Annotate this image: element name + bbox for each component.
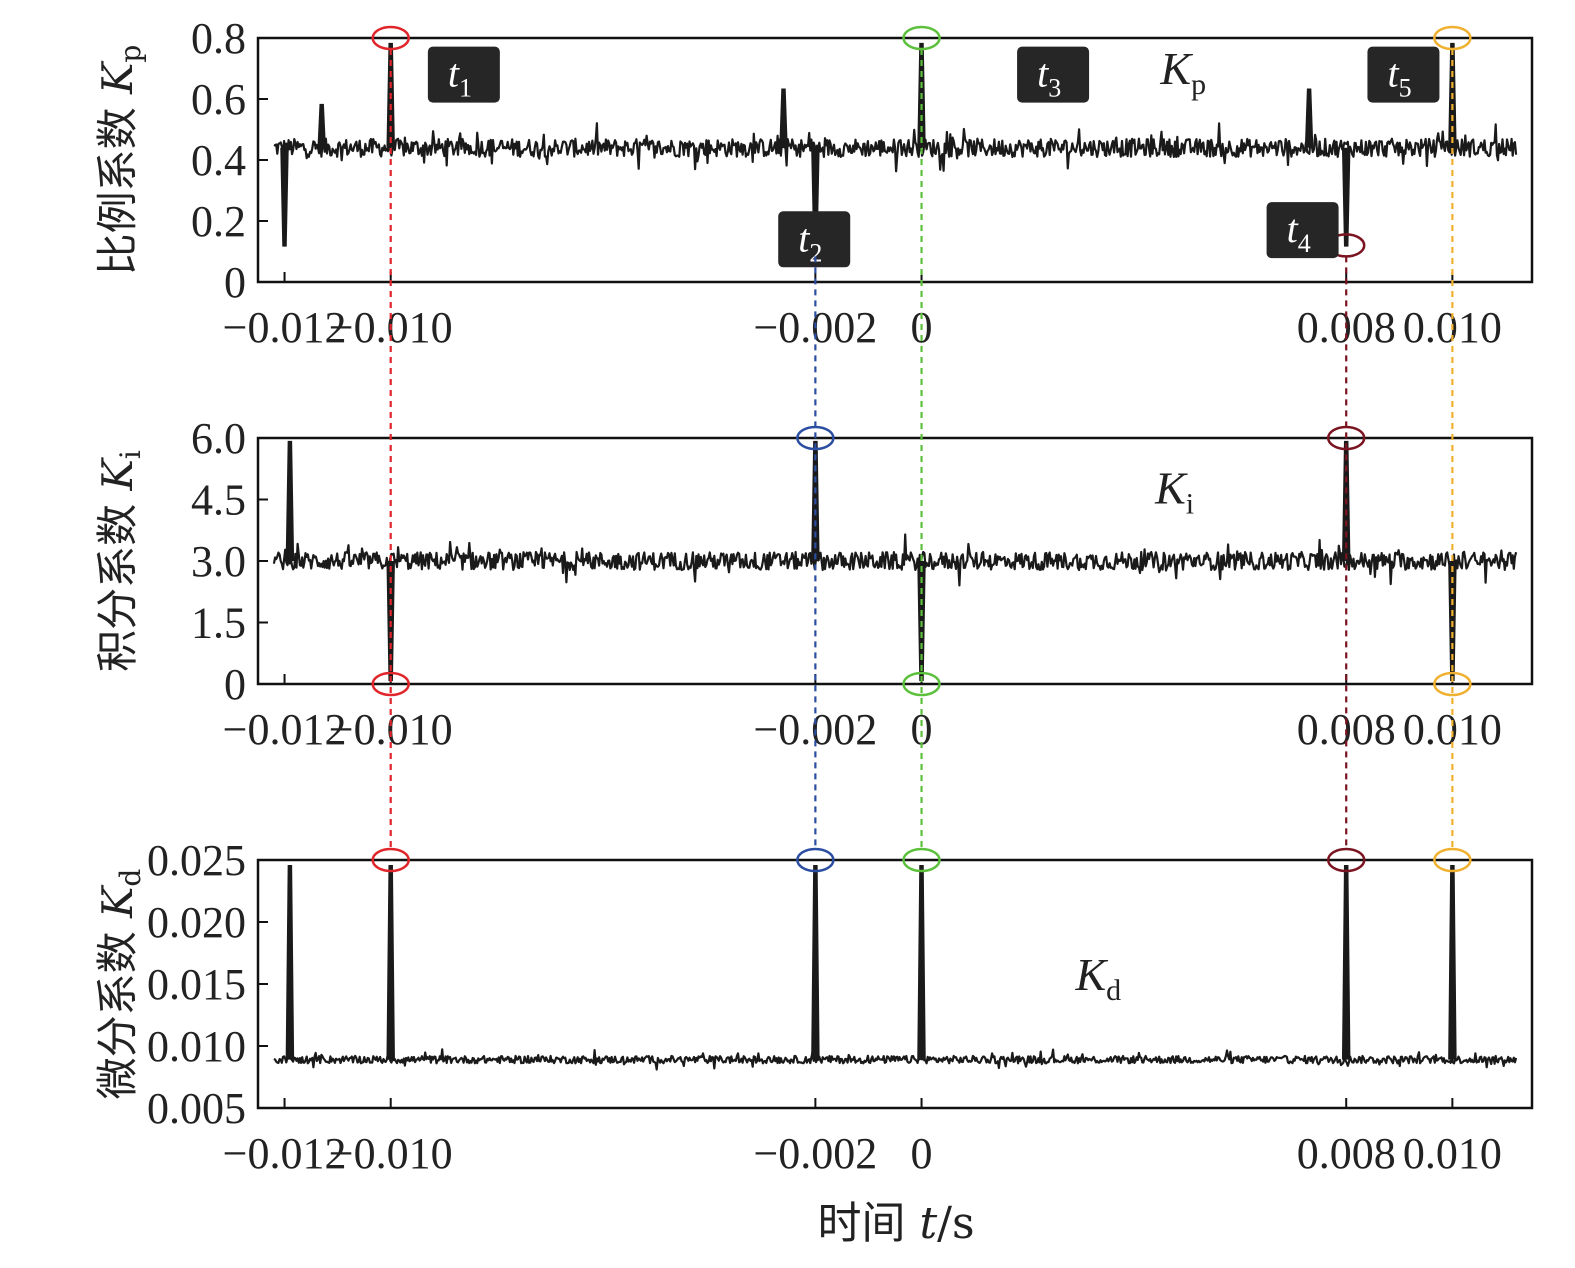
series-line-Kp xyxy=(273,122,1518,173)
panel-Ki: 01.53.04.56.0−0.012−0.010 −0.002 0 0.008 0.0… xyxy=(93,414,1534,754)
ytick-label-Kp-4: 0.8 xyxy=(191,14,246,63)
xtick-label-Kd-3: 0 xyxy=(911,1129,933,1178)
spike-Kd-1 xyxy=(386,864,395,1060)
x-axis-label: 时间 t/s xyxy=(817,1198,974,1249)
event-marker-Kd-2 xyxy=(902,847,941,873)
ytick-label-Kp-0: 0 xyxy=(224,258,246,307)
spike-Kp-7 xyxy=(1304,88,1314,148)
xtick-label-Kd-4: 0.008 xyxy=(1297,1129,1396,1178)
xtick-label-Ki-3: 0 xyxy=(911,705,933,754)
event-badge-4 xyxy=(1367,46,1440,103)
event-badge-0 xyxy=(427,46,500,103)
ytick-label-Kp-2: 0.4 xyxy=(191,136,246,185)
event-badge-3 xyxy=(1266,202,1339,259)
ytick-label-Ki-3: 4.5 xyxy=(191,476,246,525)
xtick-label-Kd-1: −0.010 xyxy=(329,1129,453,1178)
panel-Kp: 00.20.40.60.8−0.012−0.010 −0.002 0 0.008 0.0… xyxy=(93,14,1534,352)
xtick-label-Ki-0: −0.012 xyxy=(223,705,347,754)
ytick-label-Ki-4: 6.0 xyxy=(191,414,246,463)
spike-Kp-8 xyxy=(317,103,326,148)
series-label-Kp: Kp xyxy=(1159,43,1206,101)
event-badge-label-1: t2 xyxy=(798,215,822,267)
event-marker-Kd-4 xyxy=(1433,847,1472,873)
spike-Kp-0 xyxy=(280,147,289,247)
xtick-label-Kd-5: 0.010 xyxy=(1403,1129,1502,1178)
event-badge-label-4: t5 xyxy=(1387,51,1411,103)
ylabel-Kp: 比例系数 Kp xyxy=(93,45,147,276)
ytick-label-Kp-3: 0.6 xyxy=(191,75,246,124)
ylabel-Ki: 积分系数 Ki xyxy=(93,450,147,672)
xtick-label-Kd-2: −0.002 xyxy=(753,1129,877,1178)
panel-Kd: 0.005 0.010 0.015 0.020 0.025 −0.012−0.010 −0.… xyxy=(93,836,1534,1178)
ytick-label-Ki-2: 3.0 xyxy=(191,537,246,586)
spike-Kp-4 xyxy=(1341,147,1351,247)
ytick-label-Ki-0: 0 xyxy=(224,660,246,709)
xtick-label-Kp-0: −0.012 xyxy=(223,303,347,352)
spike-Kd-2 xyxy=(811,864,820,1060)
event-badge-label-0: t1 xyxy=(448,51,472,103)
ytick-label-Kd-0: 0.005 xyxy=(147,1084,246,1133)
event-badge-2 xyxy=(1017,46,1090,103)
ytick-label-Kd-3: 0.020 xyxy=(147,898,246,947)
xtick-label-Kd-0: −0.012 xyxy=(223,1129,347,1178)
spike-Ki-0 xyxy=(285,440,295,562)
event-marker-Kd-1 xyxy=(796,847,835,873)
event-marker-Kd-3 xyxy=(1326,847,1366,873)
plot-frame-Kd xyxy=(256,858,1534,1110)
ytick-label-Kp-1: 0.2 xyxy=(191,197,246,246)
ylabel-Kd: 微分系数 Kd xyxy=(93,869,147,1100)
series-line-Ki xyxy=(272,533,1518,587)
event-marker-Ki-0 xyxy=(371,671,410,697)
spike-Kd-3 xyxy=(917,864,926,1060)
spike-Kd-0 xyxy=(285,864,295,1060)
ytick-label-Ki-1: 1.5 xyxy=(191,599,246,648)
event-marker-Ki-2 xyxy=(902,671,941,697)
series-label-Ki: Ki xyxy=(1154,463,1194,521)
series-line-Kd xyxy=(273,1048,1518,1071)
event-badge-label-2: t3 xyxy=(1037,51,1061,103)
event-badge-label-3: t4 xyxy=(1287,206,1311,258)
spike-Kp-6 xyxy=(779,88,788,148)
spike-Kd-4 xyxy=(1341,864,1351,1060)
spike-Kd-5 xyxy=(1448,864,1457,1060)
ytick-label-Kd-4: 0.025 xyxy=(147,836,246,885)
event-marker-Ki-4 xyxy=(1433,671,1472,697)
series-label-Kd: Kd xyxy=(1074,949,1121,1007)
ytick-label-Kd-2: 0.015 xyxy=(147,960,246,1009)
event-badge-1 xyxy=(778,211,851,268)
event-marker-Kd-0 xyxy=(371,847,410,873)
ytick-label-Kd-1: 0.010 xyxy=(147,1022,246,1071)
